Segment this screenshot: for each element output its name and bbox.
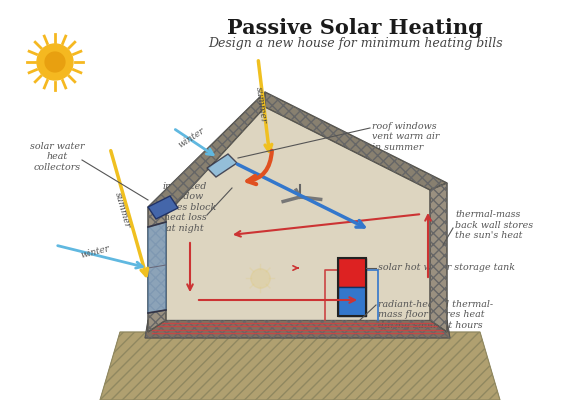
Text: winter: winter [177,126,207,150]
Text: solar hot water storage tank: solar hot water storage tank [378,264,515,272]
Polygon shape [207,154,237,177]
Text: summer: summer [113,191,131,229]
Circle shape [45,52,65,72]
Text: summer: summer [254,86,268,124]
Bar [338,287,366,316]
Polygon shape [430,183,447,332]
Bar [338,258,366,287]
Text: radiant-heated thermal-
mass floor stores heat
during sunlight hours: radiant-heated thermal- mass floor store… [378,300,493,330]
Polygon shape [166,107,430,320]
Polygon shape [430,183,447,320]
Text: insulated
window
shades block
heat loss
at night: insulated window shades block heat loss … [154,182,216,232]
Text: roof windows
vent warm air
in summer: roof windows vent warm air in summer [372,122,439,152]
Text: Passive Solar Heating: Passive Solar Heating [227,18,483,38]
Polygon shape [265,92,447,190]
Polygon shape [148,92,265,215]
Polygon shape [145,320,450,338]
Polygon shape [100,332,500,400]
Polygon shape [148,196,178,219]
Polygon shape [148,207,166,332]
Circle shape [37,44,73,80]
Polygon shape [148,222,166,313]
Text: solar water
heat
collectors: solar water heat collectors [30,142,84,172]
Text: Design a new house for minimum heating bills: Design a new house for minimum heating b… [208,37,503,50]
Bar [338,258,366,316]
Text: winter: winter [80,244,111,260]
Text: thermal-mass
back wall stores
the sun's heat: thermal-mass back wall stores the sun's … [455,210,533,240]
